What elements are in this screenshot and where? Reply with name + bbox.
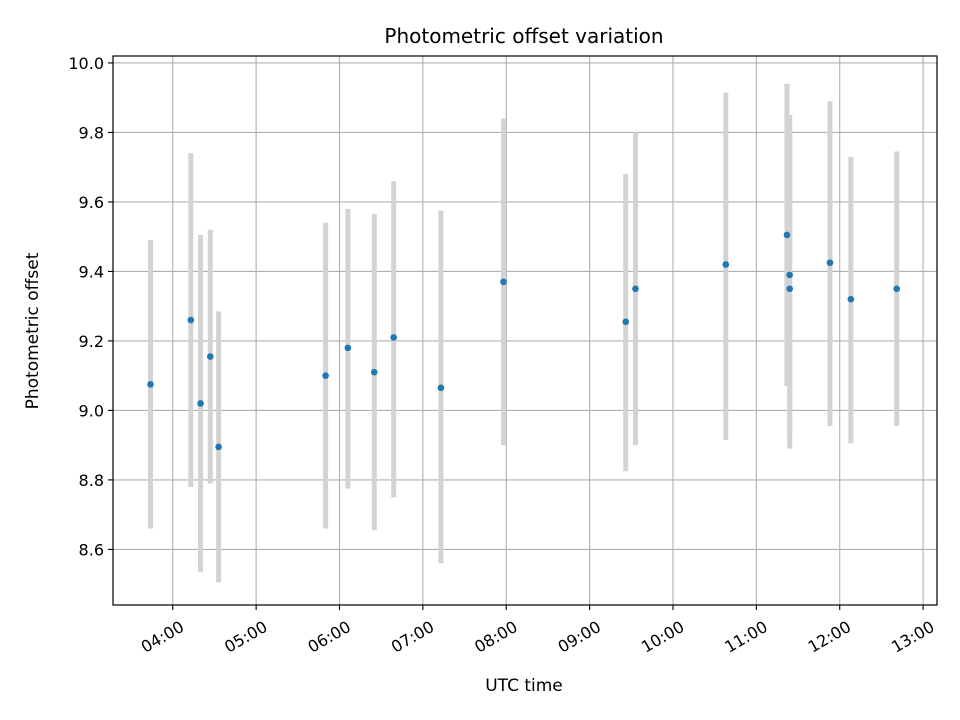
- data-point: [437, 384, 445, 392]
- data-point: [786, 285, 794, 293]
- y-tick-label: 10.0: [68, 54, 104, 73]
- data-point: [722, 261, 730, 268]
- x-axis-label: UTC time: [485, 676, 563, 696]
- chart-title: Photometric offset variation: [384, 24, 663, 48]
- data-point: [206, 353, 214, 360]
- data-point: [826, 259, 834, 267]
- data-point: [370, 368, 378, 376]
- y-tick-label: 9.4: [79, 262, 104, 281]
- y-tick-label: 8.8: [79, 471, 104, 490]
- data-point: [893, 285, 901, 293]
- y-tick-label: 9.6: [79, 193, 104, 212]
- data-point: [622, 318, 630, 326]
- data-point: [783, 231, 791, 239]
- point-layer: [147, 231, 901, 451]
- data-point: [632, 285, 639, 293]
- data-point: [197, 400, 204, 407]
- plot-frame: [112, 55, 938, 606]
- data-point: [500, 278, 507, 286]
- grid-layer: [113, 56, 937, 605]
- y-tick-label: 9.8: [79, 123, 104, 142]
- y-axis-label: Photometric offset: [23, 252, 43, 409]
- data-point: [390, 334, 397, 341]
- data-point: [147, 381, 154, 388]
- data-point: [786, 271, 794, 279]
- data-point: [847, 295, 855, 303]
- data-point: [215, 443, 222, 451]
- data-point: [322, 372, 329, 379]
- data-point: [187, 316, 195, 324]
- y-tick-label: 8.6: [79, 540, 104, 559]
- data-point: [344, 344, 352, 352]
- y-tick-label: 9.2: [79, 332, 104, 351]
- y-tick-label: 9.0: [79, 401, 104, 420]
